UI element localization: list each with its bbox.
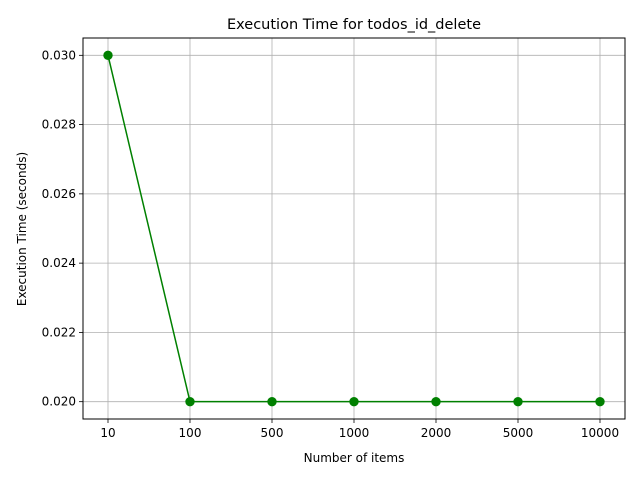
x-tick-label: 1000	[339, 426, 370, 440]
x-tick-label: 10	[100, 426, 115, 440]
data-point	[349, 396, 359, 407]
y-axis-label: Execution Time (seconds)	[15, 152, 29, 306]
data-series	[103, 50, 605, 407]
data-point	[431, 396, 441, 407]
x-tick-label: 10000	[581, 426, 619, 440]
data-point	[595, 396, 605, 407]
grid-lines	[83, 38, 625, 419]
x-tick-label: 2000	[421, 426, 452, 440]
x-tick-label: 100	[179, 426, 202, 440]
x-tick-label: 500	[261, 426, 284, 440]
y-tick-label: 0.024	[42, 256, 76, 270]
y-tick-label: 0.022	[42, 325, 76, 339]
data-point	[513, 396, 523, 407]
y-tick-label: 0.020	[42, 395, 76, 409]
y-tick-label: 0.026	[42, 187, 76, 201]
x-tick-label: 5000	[503, 426, 534, 440]
y-tick-label: 0.030	[42, 48, 76, 62]
data-point	[267, 396, 277, 407]
y-axis-ticks: 0.020 0.022 0.024 0.026 0.028 0.030	[42, 48, 83, 409]
x-axis-label: Number of items	[304, 451, 405, 465]
y-tick-label: 0.028	[42, 118, 76, 132]
data-point	[103, 50, 113, 61]
chart-title: Execution Time for todos_id_delete	[227, 17, 481, 33]
data-point	[185, 396, 195, 407]
x-axis-ticks: 10 100 500 1000 2000 5000 10000	[100, 419, 619, 440]
